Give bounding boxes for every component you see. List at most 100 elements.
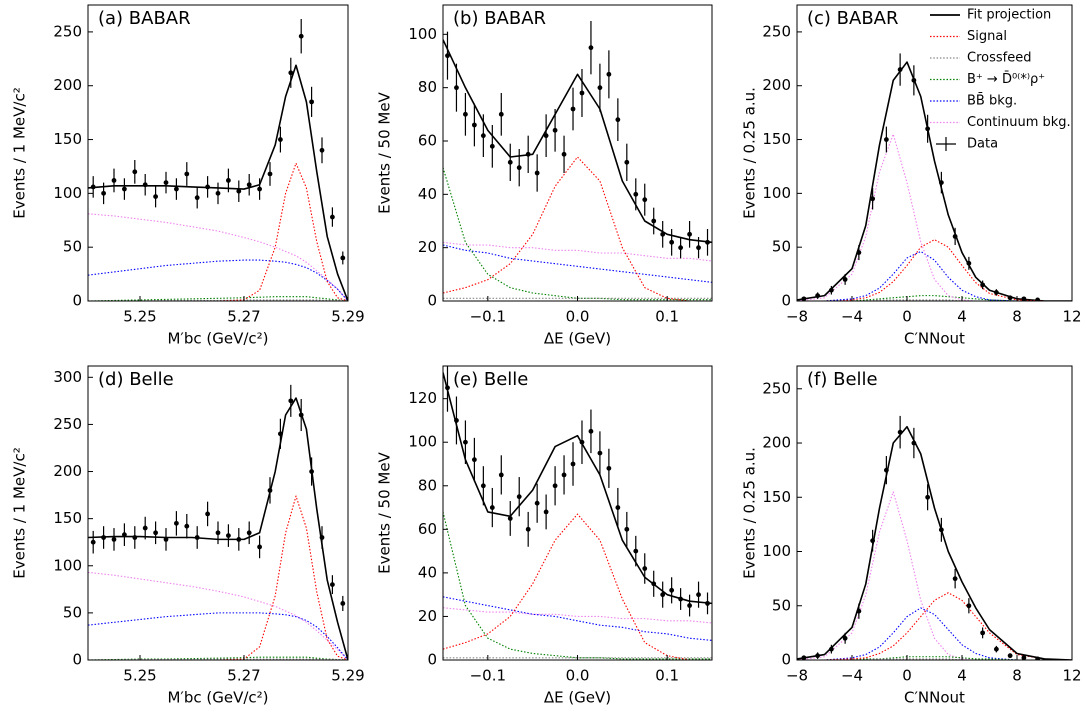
x-tick-label: 0.0 [566,308,590,326]
fit-curve [443,372,712,605]
data-point [471,122,477,128]
data-point [543,509,549,515]
data-point [319,535,325,540]
data-point [615,505,621,510]
data-point [246,530,252,536]
y-tick-label: 80 [418,476,437,494]
y-tick-label: 0 [781,651,791,669]
data-point [696,592,701,598]
data-point [463,439,468,445]
data-point [525,526,531,532]
data-point [267,171,273,177]
data-point [606,71,612,77]
data-point [642,566,648,571]
data-point [298,412,304,418]
data-point [925,126,931,132]
x-tick-label: −0.1 [470,667,506,685]
data-point [856,608,862,614]
panel: −0.1 0.0 0.1 0 20 40 60 80 100 120 ΔE (GeV) Events … [376,365,713,707]
data-point [842,277,848,282]
y-tick-label: 120 [408,389,437,407]
data-point [184,523,190,529]
plot-frame [87,4,349,302]
legend-label: B⁺ → D̄⁰⁽*⁾ρ⁺ [967,72,1045,87]
panel-annotation: (a) BABAR [98,8,191,29]
data-point [570,461,576,467]
fit-curve [443,39,712,244]
legend-label: Signal [967,29,1007,44]
y-tick-label: 100 [762,184,791,202]
component-curve [797,133,1072,301]
data-point [883,467,889,473]
data-point [298,33,304,39]
y-tick-label: 40 [418,185,437,203]
data-point [309,99,314,105]
y-tick-label: 250 [762,379,791,397]
data-point [471,457,477,463]
component-curve [88,612,348,660]
y-tick-label: 150 [53,130,82,148]
data-point [194,195,200,201]
data-point [678,596,684,602]
data-point [870,196,876,202]
data-point [615,117,621,123]
y-tick-label: 60 [418,520,437,538]
plot-frame [796,4,1073,302]
data-point [267,487,273,493]
data-point [174,186,179,192]
data-point [579,439,585,445]
y-tick-label: 0 [72,651,82,669]
y-tick-label: 250 [762,22,791,40]
plot-area [797,415,1072,660]
data-point [525,151,531,157]
y-tick-label: 300 [53,368,82,386]
data-point [205,511,211,517]
plot-area [88,384,348,660]
panel: −8 −4 0 4 8 12 0 50 100 150 200 250 C′NNout Events / … [741,365,1082,707]
data-point [330,214,335,220]
data-point [828,287,834,293]
data-point [507,516,513,521]
component-curve [797,607,1072,660]
x-tick-label: 12 [1062,308,1081,326]
data-point [705,600,710,606]
data-point [597,85,603,91]
data-point [842,635,848,641]
y-tick-label: 50 [63,238,82,256]
data-point [980,630,986,636]
plot-frame [442,365,713,661]
data-point [516,165,522,171]
data-point [236,188,242,194]
data-point [952,234,958,239]
y-tick-label: 60 [418,132,437,150]
data-point [669,239,675,245]
component-curve [88,571,348,660]
legend-label: Data [967,137,998,152]
x-tick-label: 8 [1012,308,1022,326]
y-tick-label: 250 [53,22,82,40]
plot-area [797,53,1072,301]
x-tick-label: 0 [902,667,912,685]
y-tick-label: 20 [418,238,437,256]
component-curve [443,156,712,301]
data-point [897,67,903,72]
data-point [142,182,148,188]
data-point [111,178,117,183]
data-point [257,544,262,550]
legend-label: BB̄ bkg. [967,93,1017,108]
y-tick-label: 100 [53,556,82,574]
data-point [480,483,486,489]
component-curve [88,495,348,660]
y-tick-label: 100 [408,25,437,43]
data-point [163,180,169,186]
y-tick-label: 0 [427,651,437,669]
data-point [966,260,972,266]
data-point [454,85,459,91]
data-point [111,536,117,542]
data-point [142,525,148,531]
data-point [340,255,346,261]
data-point [153,194,159,199]
data-point [226,533,231,539]
data-point [534,500,540,506]
